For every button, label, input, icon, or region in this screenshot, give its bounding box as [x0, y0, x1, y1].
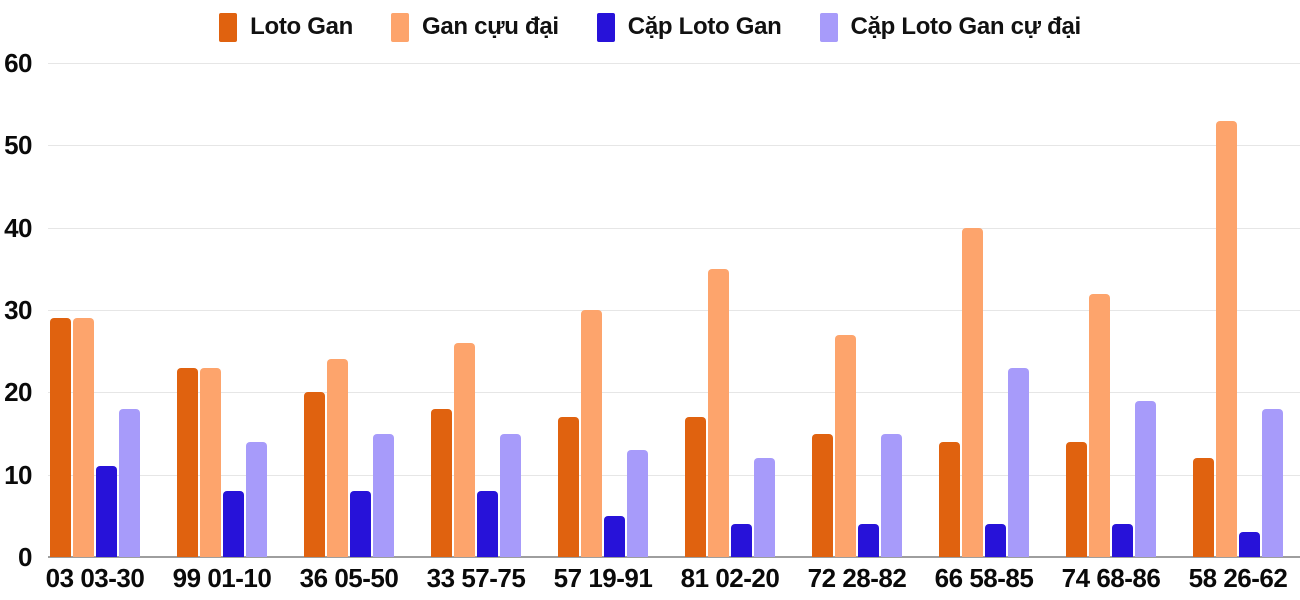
bar-series3-group7 [1008, 367, 1029, 557]
legend-swatch-icon [596, 12, 615, 42]
gridline [48, 63, 1300, 64]
x-tick-label: 72 28-82 [807, 563, 907, 593]
bar-series3-group9 [1262, 408, 1283, 557]
legend-label: Cặp Loto Gan cự đại [850, 13, 1082, 40]
bar-series3-group5 [754, 458, 775, 557]
x-tick-label: 57 19-91 [553, 563, 653, 593]
legend-item-3[interactable]: Cặp Loto Gan cự đại [819, 12, 1082, 42]
legend-swatch-icon [219, 12, 238, 42]
y-tick-label: 30 [4, 295, 32, 325]
bar-series2-group8 [1112, 524, 1133, 557]
bar-series0-group7 [939, 441, 960, 557]
bar-series1-group8 [1089, 293, 1110, 557]
legend-swatch-icon [819, 12, 838, 42]
bar-series0-group8 [1066, 441, 1087, 557]
x-tick-label: 36 05-50 [299, 563, 399, 593]
legend-label: Cặp Loto Gan [627, 13, 782, 40]
bar-series0-group3 [431, 408, 452, 557]
bar-series3-group2 [373, 433, 394, 557]
bar-series3-group6 [881, 433, 902, 557]
bar-series2-group7 [985, 524, 1006, 557]
bar-series1-group1 [200, 367, 221, 557]
bar-series3-group1 [246, 441, 267, 557]
x-tick-label: 03 03-30 [45, 563, 145, 593]
bar-series1-group4 [581, 310, 602, 557]
bar-series2-group5 [731, 524, 752, 557]
y-tick-label: 50 [4, 130, 32, 161]
x-tick-label: 33 57-75 [426, 563, 526, 593]
gridline [48, 474, 1300, 476]
bar-series1-group9 [1216, 120, 1237, 557]
y-tick-label: 0 [18, 542, 32, 572]
x-tick-label: 99 01-10 [172, 563, 272, 593]
bar-series1-group3 [454, 342, 475, 557]
bar-series0-group9 [1193, 458, 1214, 557]
bar-series0-group6 [812, 433, 833, 557]
y-tick-label: 60 [4, 48, 32, 78]
bar-series3-group8 [1135, 400, 1156, 557]
x-tick-label: 74 68-86 [1061, 563, 1161, 593]
bar-series2-group9 [1239, 532, 1260, 557]
legend-item-0[interactable]: Loto Gan [219, 12, 354, 42]
bar-series1-group5 [708, 268, 729, 557]
bar-series0-group2 [304, 392, 325, 557]
bar-series1-group0 [73, 318, 94, 557]
x-axis-line [48, 556, 1300, 558]
x-tick-label: 66 58-85 [934, 563, 1034, 593]
bar-series0-group4 [558, 417, 579, 557]
bar-series2-group6 [858, 524, 879, 557]
bar-series0-group0 [50, 318, 71, 557]
bar-series1-group7 [962, 227, 983, 557]
bar-series3-group3 [500, 433, 521, 557]
bar-series3-group4 [627, 449, 648, 557]
legend-item-2[interactable]: Cặp Loto Gan [596, 12, 782, 42]
x-tick-label: 58 26-62 [1188, 563, 1288, 593]
bar-series1-group6 [835, 334, 856, 557]
gridline [48, 145, 1300, 147]
gridline [48, 227, 1300, 229]
bar-series2-group0 [96, 466, 117, 557]
legend-swatch-icon [391, 12, 410, 42]
bar-series0-group1 [177, 367, 198, 557]
bar-series2-group3 [477, 491, 498, 557]
bar-series2-group4 [604, 515, 625, 557]
legend-item-1[interactable]: Gan cựu đại [391, 12, 559, 42]
gridline [48, 392, 1300, 394]
bar-series2-group2 [350, 491, 371, 557]
chart-legend: Loto Gan Gan cựu đại Cặp Loto Gan Cặp Loto … [0, 8, 1300, 46]
bar-series2-group1 [223, 491, 244, 557]
legend-label: Gan cựu đại [422, 13, 559, 40]
y-tick-label: 20 [4, 377, 32, 408]
x-tick-label: 81 02-20 [680, 563, 780, 593]
bar-series0-group5 [685, 417, 706, 557]
y-tick-label: 10 [4, 459, 32, 490]
y-tick-label: 40 [4, 212, 32, 243]
bar-series1-group2 [327, 359, 348, 557]
legend-label: Loto Gan [250, 13, 354, 40]
gridline [48, 310, 1300, 311]
bar-series3-group0 [119, 408, 140, 557]
